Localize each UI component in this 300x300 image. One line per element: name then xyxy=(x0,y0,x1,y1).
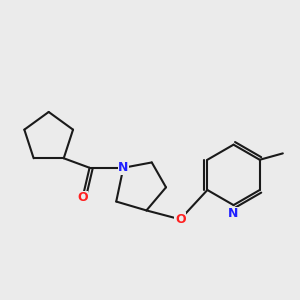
Text: O: O xyxy=(77,191,88,205)
Text: N: N xyxy=(228,208,239,220)
Text: O: O xyxy=(175,213,185,226)
Text: N: N xyxy=(118,161,128,174)
